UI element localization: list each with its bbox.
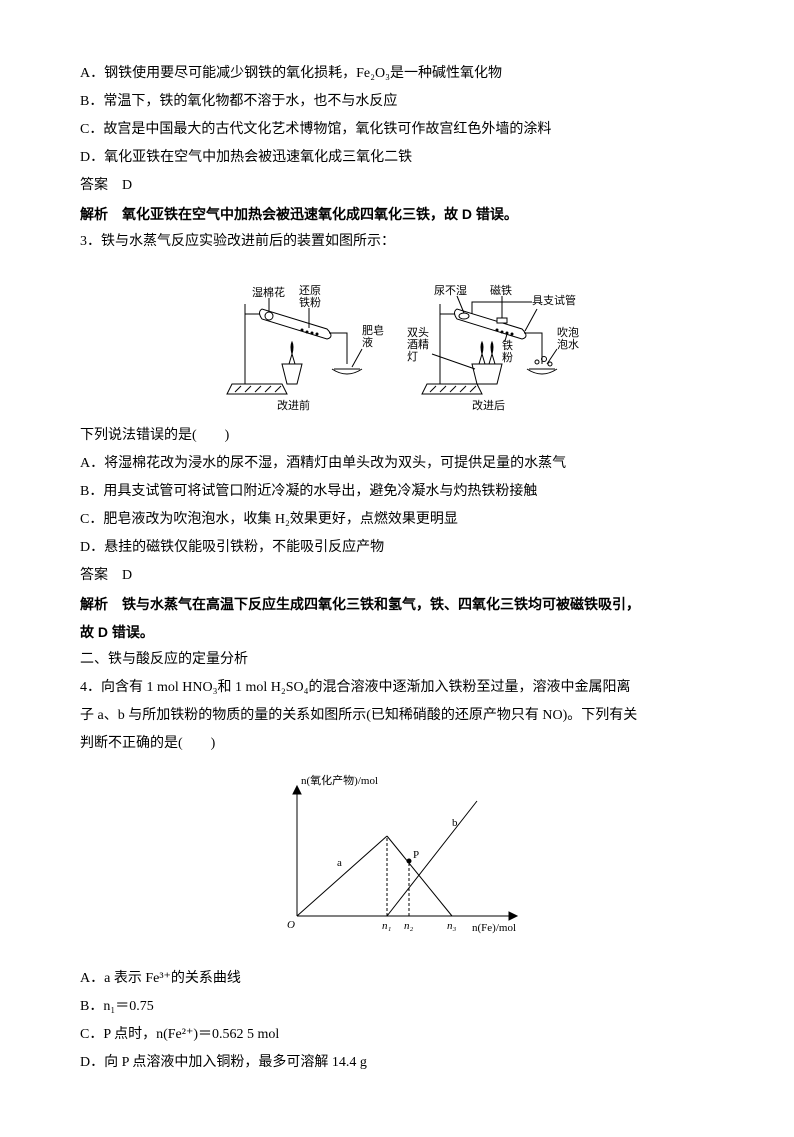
q3-answer: 答案 D	[80, 562, 714, 590]
chart-n3: n₃	[447, 920, 457, 932]
q3-opt-b: B．用具支试管可将试管口附近冷凝的水导出，避免冷凝水与灼热铁粉接触	[80, 478, 714, 506]
chart-n2: n₂	[404, 920, 414, 932]
chart-label-a: a	[337, 857, 342, 869]
chart-svg: n(氧化产物)/mol n(Fe)/mol O a b P n₁ n₂ n₃	[257, 766, 537, 946]
q2-opt-c: C．故宫是中国最大的古代文化艺术博物馆，氧化铁可作故宫红色外墙的涂料	[80, 116, 714, 144]
q4-opt-a: A．a 表示 Fe³⁺的关系曲线	[80, 965, 714, 993]
label-dbl-l3: 灯	[407, 350, 418, 363]
q3-lead: 下列说法错误的是( )	[80, 422, 714, 450]
label-dbl-l1: 双头	[407, 326, 429, 339]
label-wet-cotton: 湿棉花	[252, 285, 285, 299]
q3-explain-2: 故 D 错误。	[80, 618, 714, 646]
apparatus-svg: 湿棉花 还原 铁粉 肥皂 液 改进前	[207, 264, 587, 414]
q4-stem-2: 子 a、b 与所加铁粉的物质的量的关系如图所示(已知稀硝酸的还原产物只有 NO)…	[80, 702, 714, 730]
q3-stem: 3．铁与水蒸气反应实验改进前后的装置如图所示：	[80, 228, 714, 256]
chart-label-p: P	[413, 849, 419, 861]
q2-explain: 解析 氧化亚铁在空气中加热会被迅速氧化成四氧化三铁，故 D 错误。	[80, 200, 714, 228]
q4-stem-1: 4．向含有 1 mol HNO₃和 1 mol H₂SO₄的混合溶液中逐渐加入铁…	[80, 674, 714, 702]
q4-opt-b: B．n₁＝0.75	[80, 993, 714, 1021]
label-bubble-l2: 泡水	[557, 337, 579, 351]
q3-opt-d: D．悬挂的磁铁仅能吸引铁粉，不能吸引反应产物	[80, 534, 714, 562]
q3-diagram: 湿棉花 还原 铁粉 肥皂 液 改进前	[80, 264, 714, 414]
q2-opt-d: D．氧化亚铁在空气中加热会被迅速氧化成三氧化二铁	[80, 144, 714, 172]
label-bubble-l1: 吹泡	[557, 325, 579, 339]
q2-opt-b: B．常温下，铁的氧化物都不溶于水，也不与水反应	[80, 88, 714, 116]
label-soap-l2: 液	[362, 335, 373, 349]
label-iron1-l1: 还原	[299, 284, 321, 297]
q2-opt-a: A．钢铁使用要尽可能减少钢铁的氧化损耗，Fe₂O₃是一种碱性氧化物	[80, 60, 714, 88]
section-2-title: 二、铁与酸反应的定量分析	[80, 646, 714, 674]
q4-opt-d: D．向 P 点溶液中加入铜粉，最多可溶解 14.4 g	[80, 1049, 714, 1077]
q4-chart: n(氧化产物)/mol n(Fe)/mol O a b P n₁ n₂ n₃	[80, 766, 714, 957]
q4-stem-3: 判断不正确的是( )	[80, 730, 714, 758]
label-magnet: 磁铁	[490, 284, 512, 297]
label-branch-tube: 具支试管	[532, 293, 576, 307]
chart-n1: n₁	[382, 920, 392, 932]
chart-origin: O	[287, 919, 295, 931]
label-before: 改进前	[277, 398, 310, 412]
q4-opt-c: C．P 点时，n(Fe²⁺)＝0.562 5 mol	[80, 1021, 714, 1049]
label-iron2-l2: 粉	[502, 351, 513, 364]
label-after: 改进后	[472, 398, 505, 412]
chart-label-b: b	[452, 817, 458, 829]
chart-ylabel: n(氧化产物)/mol	[301, 773, 378, 787]
q3-opt-c: C．肥皂液改为吹泡泡水，收集 H₂效果更好，点燃效果更明显	[80, 506, 714, 534]
q2-answer: 答案 D	[80, 172, 714, 200]
label-iron2-l1: 铁	[502, 339, 513, 352]
q3-explain-1: 解析 铁与水蒸气在高温下反应生成四氧化三铁和氢气，铁、四氧化三铁均可被磁铁吸引，	[80, 590, 714, 618]
chart-xlabel: n(Fe)/mol	[472, 922, 516, 934]
label-soap-l1: 肥皂	[362, 323, 384, 337]
q3-opt-a: A．将湿棉花改为浸水的尿不湿，酒精灯由单头改为双头，可提供足量的水蒸气	[80, 450, 714, 478]
label-dbl-l2: 酒精	[407, 338, 429, 351]
label-iron1-l2: 铁粉	[299, 296, 321, 309]
label-niaobushi: 尿不湿	[434, 284, 467, 297]
